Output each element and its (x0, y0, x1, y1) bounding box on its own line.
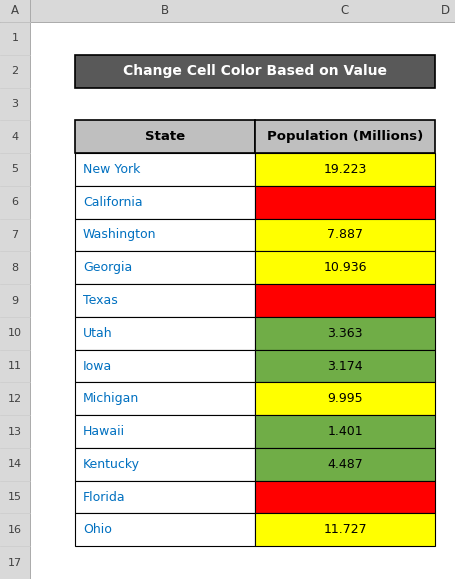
Bar (254, 415, 434, 448)
Text: 22.177: 22.177 (323, 490, 366, 504)
Bar (75, 186, 254, 219)
Bar (254, 350, 434, 382)
Bar (75, 55, 434, 87)
Text: 30.097: 30.097 (323, 294, 366, 307)
Text: 3: 3 (11, 99, 19, 109)
Text: Kentucky: Kentucky (83, 458, 140, 471)
Bar (75, 415, 254, 448)
Bar (75, 481, 254, 514)
Text: Utah: Utah (83, 327, 112, 340)
Text: 3.174: 3.174 (327, 360, 362, 372)
Text: B: B (161, 5, 169, 17)
Bar (254, 514, 434, 546)
Bar (254, 120, 434, 153)
Text: 2: 2 (11, 66, 19, 76)
Bar (75, 153, 254, 186)
Text: 39.664: 39.664 (323, 196, 366, 208)
Text: Iowa: Iowa (83, 360, 112, 372)
Bar (75, 448, 254, 481)
Text: 12: 12 (8, 394, 22, 404)
Text: 19.223: 19.223 (323, 163, 366, 176)
Text: State: State (145, 130, 185, 143)
Bar (254, 186, 434, 219)
Bar (0, 0, 455, 22)
Bar (75, 284, 254, 317)
Bar (75, 120, 254, 153)
Bar (75, 382, 254, 415)
Text: 4.487: 4.487 (326, 458, 362, 471)
Text: 3.363: 3.363 (327, 327, 362, 340)
Bar (0, 0, 30, 579)
Text: D: D (440, 5, 449, 17)
Text: Population (Millions): Population (Millions) (266, 130, 422, 143)
Bar (75, 317, 254, 350)
Bar (254, 317, 434, 350)
Bar (254, 481, 434, 514)
Text: Texas: Texas (83, 294, 117, 307)
Bar (254, 448, 434, 481)
Text: 7.887: 7.887 (326, 229, 362, 241)
Text: C: C (340, 5, 349, 17)
Text: 11: 11 (8, 361, 22, 371)
Text: Georgia: Georgia (83, 261, 132, 274)
Text: 6: 6 (11, 197, 19, 207)
Text: 1: 1 (11, 34, 19, 43)
Text: 7: 7 (11, 230, 19, 240)
Text: 5: 5 (11, 164, 19, 174)
Bar (254, 153, 434, 186)
Text: 10: 10 (8, 328, 22, 338)
Text: 10.936: 10.936 (323, 261, 366, 274)
Text: 17: 17 (8, 558, 22, 567)
Bar (75, 514, 254, 546)
Text: 4: 4 (11, 131, 19, 142)
Bar (75, 251, 254, 284)
Text: Change Cell Color Based on Value: Change Cell Color Based on Value (123, 64, 386, 78)
Text: Hawaii: Hawaii (83, 425, 125, 438)
Text: New York: New York (83, 163, 140, 176)
Text: California: California (83, 196, 142, 208)
Bar (254, 382, 434, 415)
Text: 8: 8 (11, 263, 19, 273)
Text: Florida: Florida (83, 490, 125, 504)
Text: A: A (11, 5, 19, 17)
Text: 1.401: 1.401 (327, 425, 362, 438)
Bar (254, 219, 434, 251)
Text: 9: 9 (11, 295, 19, 306)
Text: Washington: Washington (83, 229, 156, 241)
Text: 15: 15 (8, 492, 22, 502)
Text: 14: 14 (8, 459, 22, 470)
Text: 13: 13 (8, 427, 22, 437)
Text: 11.727: 11.727 (323, 523, 366, 536)
Text: 9.995: 9.995 (327, 393, 362, 405)
Bar (254, 251, 434, 284)
Bar (254, 284, 434, 317)
Text: Michigan: Michigan (83, 393, 139, 405)
Text: Ohio: Ohio (83, 523, 111, 536)
Bar (75, 219, 254, 251)
Text: 16: 16 (8, 525, 22, 535)
Bar (75, 350, 254, 382)
